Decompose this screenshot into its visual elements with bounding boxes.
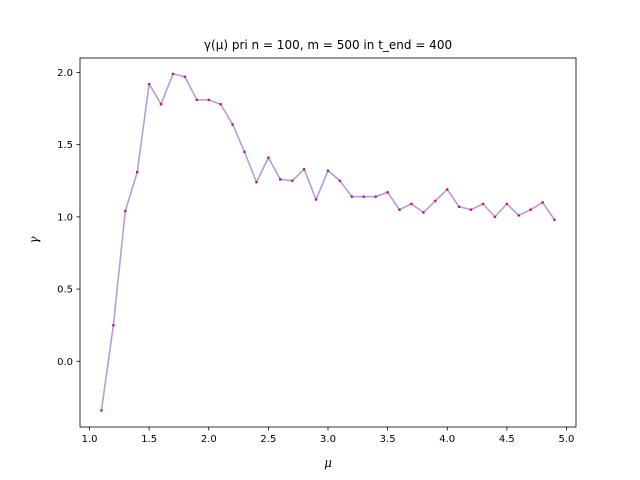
x-axis: 1.0 1.5 2.0 2.5 3.0 3.5 4.0 4.5 5.0 <box>82 427 575 445</box>
data-point <box>326 169 330 172</box>
x-tick-label: 4.5 <box>499 434 515 445</box>
data-point <box>147 82 151 86</box>
data-point <box>267 156 270 159</box>
data-point <box>505 202 509 206</box>
data-point <box>410 202 413 206</box>
y-tick-label: 2.0 <box>57 68 73 79</box>
data-point <box>493 215 497 219</box>
y-tick-label: 0.5 <box>57 285 73 296</box>
data-point <box>350 195 354 198</box>
data-point <box>231 123 234 126</box>
y-tick-label: 0.0 <box>57 357 73 368</box>
data-point <box>314 198 318 201</box>
data-point <box>279 178 282 181</box>
data-point <box>422 211 425 214</box>
data-point <box>481 202 485 206</box>
data-point <box>362 195 366 198</box>
data-point <box>255 180 258 184</box>
data-point <box>159 102 163 106</box>
x-tick-label: 2.0 <box>201 434 217 445</box>
data-point <box>219 102 222 106</box>
data-point <box>469 208 473 211</box>
data-point <box>398 208 401 211</box>
data-point <box>243 150 246 154</box>
data-point <box>434 199 437 203</box>
data-point <box>541 201 544 204</box>
x-tick-label: 1.5 <box>141 434 157 445</box>
data-point <box>374 195 377 198</box>
data-point <box>100 409 103 412</box>
data-point <box>302 167 306 171</box>
data-point <box>445 188 449 191</box>
x-tick-label: 1.0 <box>82 434 98 445</box>
data-point <box>517 214 521 217</box>
y-tick-label: 1.5 <box>57 140 73 151</box>
y-axis-label: γ <box>27 236 41 244</box>
chart-title: γ(μ) pri n = 100, m = 500 in t_end = 400 <box>204 38 452 52</box>
x-tick-label: 3.0 <box>320 434 336 445</box>
data-point <box>386 191 389 194</box>
data-point <box>338 179 342 183</box>
data-point <box>290 179 294 183</box>
plot-area <box>79 57 577 428</box>
x-tick-label: 3.5 <box>380 434 396 445</box>
data-point <box>457 205 461 209</box>
data-point <box>124 209 127 213</box>
data-point <box>529 208 532 211</box>
x-axis-label: μ <box>324 456 332 470</box>
y-axis: 0.0 0.5 1.0 1.5 2.0 <box>57 68 80 368</box>
data-point <box>207 98 211 102</box>
x-tick-label: 2.5 <box>260 434 276 445</box>
data-point <box>171 72 175 76</box>
data-point <box>553 218 556 222</box>
data-point <box>112 323 115 327</box>
data-point <box>183 75 187 79</box>
data-point <box>135 170 139 174</box>
y-tick-label: 1.0 <box>57 212 73 223</box>
x-tick-label: 4.0 <box>439 434 455 445</box>
data-point <box>195 98 199 102</box>
x-tick-label: 5.0 <box>559 434 575 445</box>
